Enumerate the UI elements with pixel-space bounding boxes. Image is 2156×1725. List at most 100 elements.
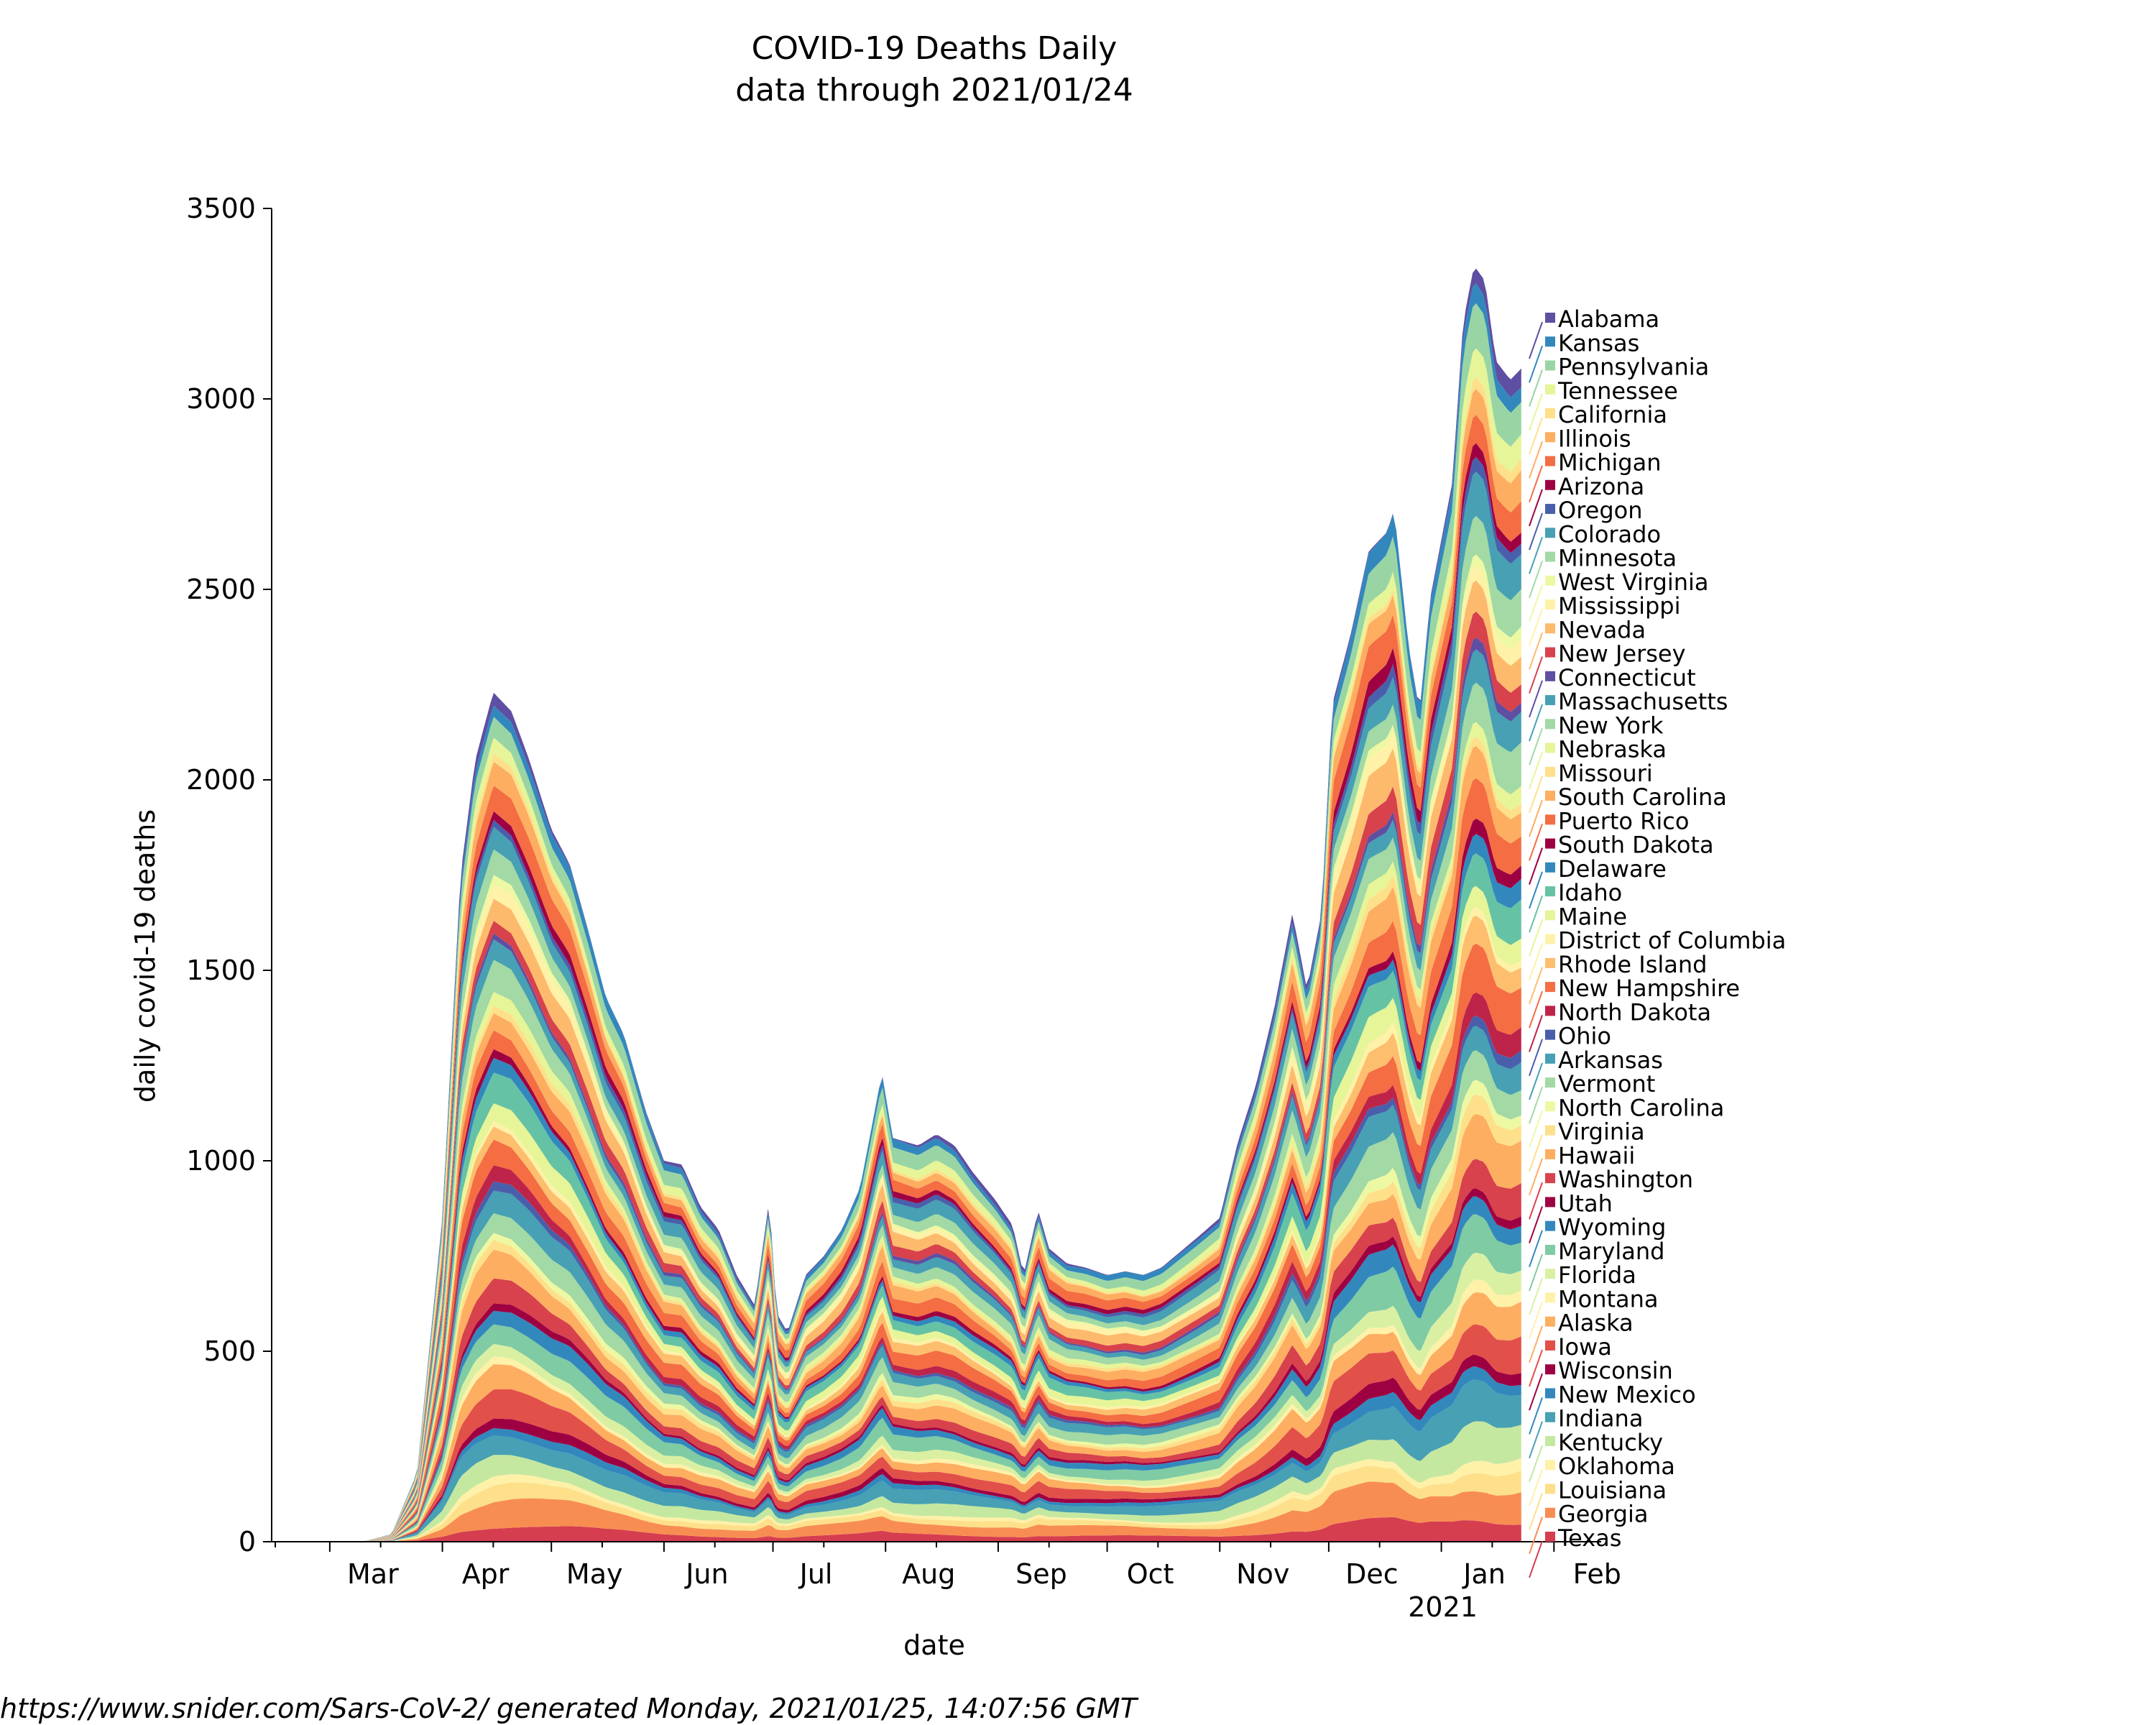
legend-leader-west-virginia	[1529, 584, 1543, 622]
legend-label-minnesota: Minnesota	[1558, 545, 1677, 572]
x-axis-label: date	[903, 1629, 965, 1661]
legend-label-new-mexico: New Mexico	[1558, 1381, 1696, 1408]
y-tick-label: 1000	[186, 1145, 256, 1177]
legend-swatch-iowa	[1545, 1340, 1555, 1351]
x-tick-label: Oct	[1127, 1558, 1174, 1590]
legend-leader-utah	[1529, 1206, 1543, 1243]
legend-leader-oklahoma	[1529, 1468, 1543, 1506]
legend-leader-montana	[1529, 1302, 1543, 1339]
legend-swatch-wisconsin	[1545, 1364, 1555, 1375]
area-georgia	[272, 1481, 1521, 1542]
legend-swatch-oklahoma	[1545, 1460, 1555, 1471]
legend-swatch-puerto-rico	[1545, 814, 1555, 825]
legend-label-new-jersey: New Jersey	[1558, 640, 1686, 668]
legend-leader-tennessee	[1529, 393, 1543, 431]
x-tick-label: May	[566, 1558, 623, 1590]
axes: 0 500 1000 1500 2000 2500 3000 3500 Mar Apr May Jun…	[186, 193, 1621, 1623]
legend-label-south-dakota: South Dakota	[1558, 832, 1714, 859]
legend-label-connecticut: Connecticut	[1558, 664, 1696, 691]
legend-label-wisconsin: Wisconsin	[1558, 1357, 1673, 1384]
y-tick-label: 3500	[186, 193, 256, 224]
legend-leader-alabama	[1529, 321, 1543, 359]
chart-subtitle: data through 2021/01/24	[735, 72, 1133, 109]
y-tick-label: 3000	[186, 383, 256, 415]
legend-label-vermont: Vermont	[1558, 1070, 1655, 1098]
legend-swatch-kentucky	[1545, 1435, 1555, 1446]
legend-swatch-minnesota	[1545, 551, 1555, 562]
x-tick-label: Feb	[1573, 1558, 1621, 1590]
legend-leader-massachusetts	[1529, 704, 1543, 742]
x-tick-label: Dec	[1345, 1558, 1399, 1590]
legend-swatch-alaska	[1545, 1316, 1555, 1327]
legend-label-louisiana: Louisiana	[1558, 1476, 1667, 1504]
legend-label-maryland: Maryland	[1558, 1238, 1664, 1265]
legend-leader-new-york	[1529, 728, 1543, 765]
legend-leader-georgia	[1529, 1517, 1543, 1555]
chart-title: COVID-19 Deaths Daily	[752, 30, 1118, 67]
legend-label-missouri: Missouri	[1558, 760, 1653, 787]
legend-label-texas: Texas	[1557, 1524, 1621, 1552]
legend-label-illinois: Illinois	[1558, 425, 1631, 452]
legend-leader-kentucky	[1529, 1445, 1543, 1483]
legend-label-washington: Washington	[1558, 1166, 1693, 1193]
legend-swatch-new-hampshire	[1545, 982, 1555, 993]
legend-label-nebraska: Nebraska	[1558, 736, 1667, 763]
legend-leader-colorado	[1529, 536, 1543, 574]
x-tick-label: Mar	[347, 1558, 399, 1590]
y-tick-label: 1500	[186, 954, 256, 986]
legend-swatch-idaho	[1545, 886, 1555, 897]
legend-swatch-north-carolina	[1545, 1101, 1555, 1112]
legend-swatch-washington	[1545, 1173, 1555, 1184]
legend-swatch-georgia	[1545, 1507, 1555, 1518]
legend-swatch-indiana	[1545, 1412, 1555, 1422]
legend-label-california: California	[1558, 401, 1667, 428]
legend-leader-kansas	[1529, 345, 1543, 383]
legend-label-massachusetts: Massachusetts	[1558, 688, 1728, 715]
legend-swatch-mississippi	[1545, 599, 1555, 610]
legend-label-colorado: Colorado	[1558, 520, 1661, 548]
legend-swatch-nevada	[1545, 623, 1555, 634]
legend-label-puerto-rico: Puerto Rico	[1558, 807, 1689, 834]
x-year-label: 2021	[1408, 1591, 1478, 1623]
legend-leader-rhode-island	[1529, 967, 1543, 1005]
legend-leader-washington	[1529, 1182, 1543, 1220]
legend-label-oklahoma: Oklahoma	[1558, 1453, 1675, 1480]
legend-swatch-illinois	[1545, 432, 1555, 443]
legend-label-indiana: Indiana	[1558, 1405, 1643, 1432]
legend-label-north-dakota: North Dakota	[1558, 998, 1711, 1026]
legend-leader-iowa	[1529, 1349, 1543, 1387]
legend-label-florida: Florida	[1558, 1261, 1636, 1289]
legend-leader-alaska	[1529, 1325, 1543, 1363]
legend-label-wyoming: Wyoming	[1558, 1214, 1666, 1241]
legend-swatch-florida	[1545, 1269, 1555, 1279]
legend-swatch-wyoming	[1545, 1220, 1555, 1231]
legend-swatch-rhode-island	[1545, 957, 1555, 968]
legend-label-arkansas: Arkansas	[1558, 1046, 1663, 1074]
legend-swatch-nebraska	[1545, 742, 1555, 753]
legend-leader-district-of-columbia	[1529, 943, 1543, 980]
legend-leader-pennsylvania	[1529, 369, 1543, 407]
legend-label-kansas: Kansas	[1558, 329, 1639, 356]
legend-swatch-arizona	[1545, 479, 1555, 490]
legend-label-nevada: Nevada	[1558, 616, 1646, 643]
legend-leader-connecticut	[1529, 680, 1543, 718]
legend-swatch-new-jersey	[1545, 647, 1555, 658]
legend-swatch-new-mexico	[1545, 1388, 1555, 1399]
legend-label-new-hampshire: New Hampshire	[1558, 975, 1740, 1002]
legend-label-oregon: Oregon	[1558, 497, 1643, 524]
legend-label-delaware: Delaware	[1558, 855, 1667, 883]
legend-swatch-pennsylvania	[1545, 360, 1555, 371]
legend-label-tennessee: Tennessee	[1557, 377, 1678, 405]
legend-label-michigan: Michigan	[1558, 449, 1661, 477]
legend-swatch-tennessee	[1545, 384, 1555, 395]
legend-label-utah: Utah	[1558, 1190, 1613, 1217]
legend-swatch-south-dakota	[1545, 838, 1555, 849]
legend-label-ohio: Ohio	[1558, 1023, 1611, 1050]
legend-leader-virginia	[1529, 1134, 1543, 1172]
legend-label-mississippi: Mississippi	[1558, 592, 1680, 620]
legend-swatch-maryland	[1545, 1244, 1555, 1255]
legend-label-alaska: Alaska	[1558, 1310, 1634, 1337]
legend-swatch-arkansas	[1545, 1053, 1555, 1064]
legend-leader-new-jersey	[1529, 656, 1543, 694]
legend-leader-nevada	[1529, 632, 1543, 670]
